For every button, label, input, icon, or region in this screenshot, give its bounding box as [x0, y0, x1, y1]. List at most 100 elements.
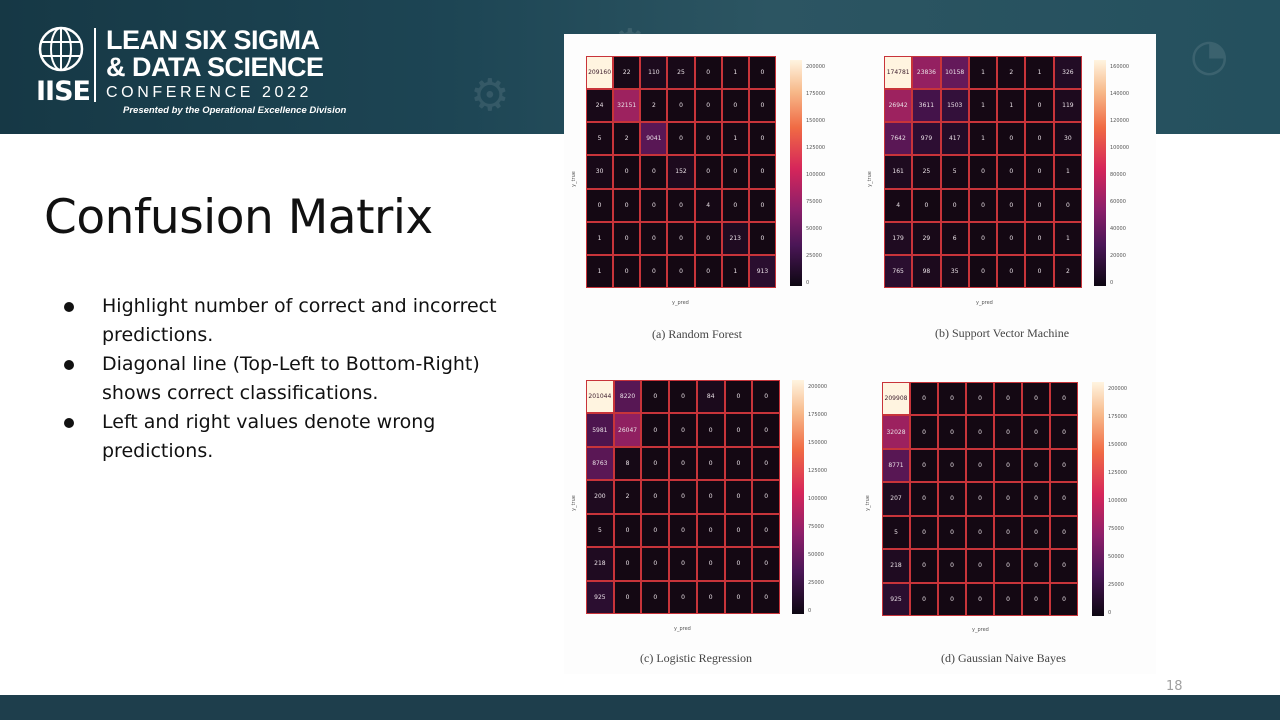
- matrix-cell: 0: [997, 254, 1026, 288]
- matrix-cell: 8771: [882, 448, 910, 483]
- y-axis-label: y_true: [570, 171, 577, 187]
- matrix-cell: 0: [641, 380, 670, 414]
- matrix-cell: 0: [694, 89, 722, 123]
- matrix-cell: 0: [1053, 188, 1082, 222]
- colorbar-tick-label: 80000: [1110, 172, 1126, 178]
- matrix-cell: 0: [966, 582, 994, 616]
- matrix-cell: 30: [586, 155, 614, 189]
- matrix-cell: 0: [968, 221, 998, 255]
- caption-svm: (b) Support Vector Machine: [935, 326, 1070, 340]
- colorbar-tick-label: 0: [1108, 610, 1112, 616]
- matrix-cell: 0: [997, 188, 1026, 222]
- colorbar-tick-label: 50000: [808, 552, 824, 558]
- colorbar-tick-label: 150000: [808, 440, 828, 446]
- matrix-cell: 98: [912, 254, 941, 288]
- matrix-cell: 0: [613, 221, 641, 255]
- matrix-cell: 2: [613, 480, 642, 514]
- matrix-cell: 0: [1050, 515, 1078, 550]
- colorbar-tick-label: 75000: [1108, 526, 1124, 532]
- matrix-cell: 0: [696, 413, 725, 447]
- colorbar-tick-label: 200000: [1108, 386, 1128, 392]
- matrix-cell: 0: [694, 221, 722, 255]
- matrix-cell: 32028: [882, 415, 910, 449]
- matrix-cell: 1: [1053, 155, 1082, 189]
- matrix-cell: 1: [968, 89, 998, 123]
- matrix-cell: 84: [696, 380, 725, 414]
- colorbar-tick-label: 100000: [1110, 145, 1130, 151]
- matrix-cell: 0: [994, 382, 1022, 416]
- matrix-cell: 0: [968, 188, 998, 222]
- matrix-cell: 0: [613, 254, 641, 288]
- matrix-cell: 1: [1025, 56, 1054, 90]
- bullet-item: Diagonal line (Top-Left to Bottom-Right)…: [64, 350, 544, 408]
- colorbar-tick-label: 75000: [806, 199, 822, 205]
- matrix-cell: 0: [938, 382, 966, 416]
- matrix-cell: 0: [641, 513, 670, 548]
- matrix-cell: 0: [696, 446, 725, 481]
- matrix-cell: 174781: [884, 56, 913, 90]
- matrix-cell: 218: [882, 549, 910, 583]
- matrix-cell: 0: [997, 155, 1026, 189]
- x-axis-label: y_pred: [972, 627, 989, 633]
- matrix-cell: 0: [1025, 155, 1054, 189]
- colorbar-tick-label: 160000: [1110, 64, 1130, 70]
- matrix-cell: 0: [910, 448, 938, 483]
- matrix-cell: 979: [912, 122, 941, 156]
- matrix-cell: 5: [940, 155, 969, 189]
- bullet-text: Left and right values denote wrong predi…: [102, 411, 436, 462]
- matrix-cell: 0: [1022, 382, 1050, 416]
- matrix-cell: 0: [752, 380, 780, 414]
- matrix-cell: 0: [938, 482, 966, 516]
- colorbar-tick-label: 50000: [1108, 554, 1124, 560]
- matrix-cell: 0: [694, 254, 722, 288]
- matrix-cell: 0: [724, 547, 753, 581]
- matrix-cell: 24: [586, 89, 614, 123]
- matrix-cell: 0: [968, 155, 998, 189]
- matrix-cell: 417: [940, 122, 969, 156]
- matrix-cell: 1: [721, 122, 749, 156]
- matrix-cell: 0: [1022, 582, 1050, 616]
- matrix-cell: 0: [1050, 482, 1078, 516]
- matrix-cell: 0: [1050, 448, 1078, 483]
- matrix-cell: 22: [613, 56, 641, 90]
- colorbar-tick-label: 200000: [806, 64, 826, 70]
- matrix-cell: 0: [1025, 254, 1054, 288]
- matrix-cell: 0: [696, 580, 725, 614]
- matrix-cell: 0: [748, 188, 776, 222]
- colorbar-tick-label: 140000: [1110, 91, 1130, 97]
- matrix-cell: 0: [994, 415, 1022, 449]
- matrix-cell: 913: [748, 254, 776, 288]
- matrix-cell: 0: [910, 582, 938, 616]
- matrix-cell: 0: [694, 56, 722, 90]
- matrix-cell: 0: [938, 549, 966, 583]
- matrix-cell: 0: [694, 122, 722, 156]
- y-axis-label: y_true: [570, 495, 577, 511]
- iise-conference-logo: IISE LEAN SIX SIGMA & DATA SCIENCE CONFE…: [36, 26, 346, 116]
- matrix-cell: 0: [748, 89, 776, 123]
- matrix-cell: 213: [721, 221, 749, 255]
- matrix-cell: 201044: [586, 380, 614, 414]
- matrix-cell: 0: [669, 547, 697, 581]
- matrix-cell: 0: [752, 547, 780, 581]
- matrix-cell: 0: [724, 480, 753, 514]
- colorbar-tick-label: 175000: [806, 91, 826, 97]
- matrix-cell: 179: [884, 221, 913, 255]
- matrix-cell: 218: [586, 547, 614, 581]
- matrix-cell: 0: [966, 515, 994, 550]
- matrix-cell: 0: [752, 513, 780, 548]
- matrix-cell: 0: [938, 582, 966, 616]
- bullet-item: Left and right values denote wrong predi…: [64, 408, 544, 466]
- confusion-matrix-figure: y_true 209160 22 110 25 0 1 0 24 32151 2 0 0 0 0 5 2 904…: [564, 34, 1156, 674]
- matrix-cell: 0: [752, 480, 780, 514]
- matrix-cell: 0: [613, 188, 641, 222]
- slide-title: Confusion Matrix: [44, 190, 433, 245]
- matrix-cell: 1503: [940, 89, 969, 123]
- matrix-cell: 0: [748, 155, 776, 189]
- matrix-cell: 0: [694, 155, 722, 189]
- matrix-cell: 0: [667, 122, 695, 156]
- matrix-cell: 0: [641, 446, 670, 481]
- matrix-cell: 5: [586, 513, 614, 548]
- matrix-cell: 25: [912, 155, 941, 189]
- x-axis-label: y_pred: [674, 626, 691, 632]
- matrix-cell: 5: [882, 515, 910, 550]
